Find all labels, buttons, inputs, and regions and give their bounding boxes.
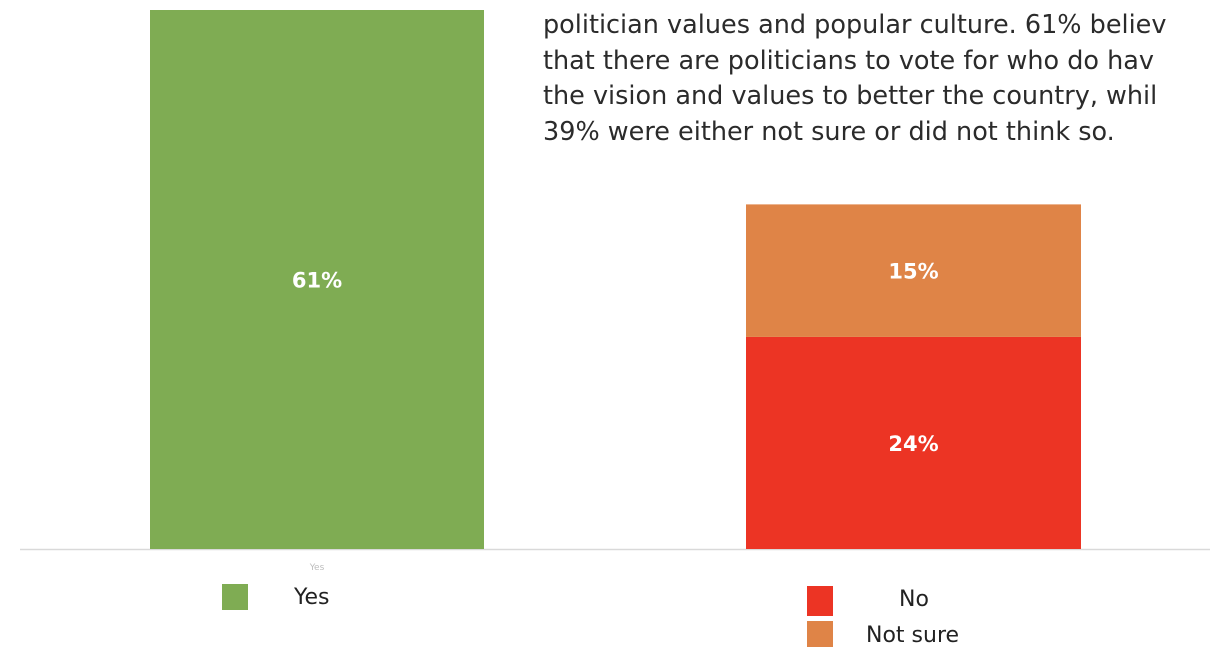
legend-swatch-no: [807, 586, 833, 616]
legend-swatch-yes: [222, 584, 248, 610]
legend-swatch-not-sure: [807, 621, 833, 647]
legend-label-yes: Yes: [293, 585, 330, 610]
bar-yes: [150, 10, 484, 549]
bar-no: [746, 336, 1081, 549]
paragraph-line: 39% were either not sure or did not thin…: [543, 116, 1115, 147]
paragraph-line: the vision and values to better the coun…: [543, 81, 1158, 111]
legend-label-no: No: [899, 587, 929, 612]
data-label-yes: 61%: [292, 269, 342, 293]
paragraph-line: that there are politicians to vote for w…: [543, 45, 1154, 76]
legend-label-not-sure: Not sure: [866, 623, 959, 648]
description-paragraph: politician values and popular culture. 6…: [543, 8, 1222, 188]
paragraph-line: politician values and popular culture. 6…: [543, 10, 1167, 40]
x-tick-label-yes: Yes: [309, 563, 325, 573]
data-label-no: 24%: [888, 432, 938, 456]
data-label-not-sure: 15%: [888, 260, 938, 284]
bar-not-sure: [746, 204, 1081, 337]
